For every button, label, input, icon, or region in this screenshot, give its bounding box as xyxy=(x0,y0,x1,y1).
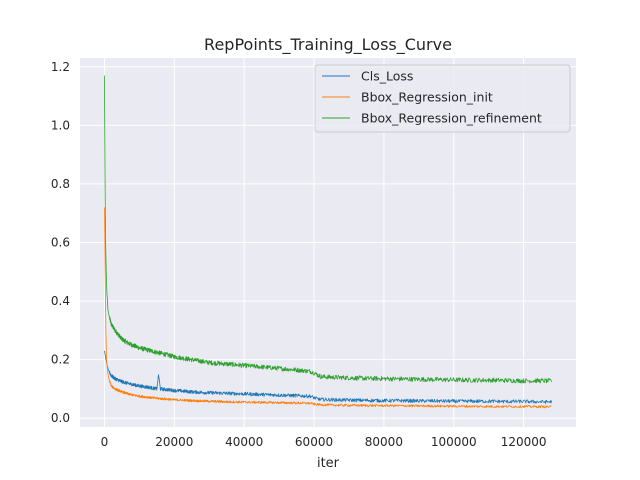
series-lines xyxy=(104,75,552,409)
legend-label: Bbox_Regression_refinement xyxy=(361,111,542,126)
legend-label: Cls_Loss xyxy=(361,69,413,84)
legend-label: Bbox_Regression_init xyxy=(361,90,493,105)
x-tick-label: 80000 xyxy=(365,435,403,449)
y-tick-labels: 0.0 0.2 0.4 0.6 0.8 1.0 1.2 xyxy=(51,60,70,425)
x-tick-label: 0 xyxy=(101,435,109,449)
y-tick-label: 0.2 xyxy=(51,353,70,367)
y-tick-label: 1.0 xyxy=(51,118,70,132)
chart-title: RepPoints_Training_Loss_Curve xyxy=(204,35,452,55)
legend-box xyxy=(314,64,571,133)
series-line-bbox-regression-init xyxy=(104,207,552,409)
series-line-cls-loss xyxy=(104,350,552,404)
y-tick-label: 0.6 xyxy=(51,236,70,250)
legend: Cls_Loss Bbox_Regression_init Bbox_Regress… xyxy=(314,64,571,133)
y-tick-label: 0.0 xyxy=(51,411,70,425)
y-tick-label: 0.4 xyxy=(51,294,70,308)
x-axis-label: iter xyxy=(317,456,340,471)
y-tick-label: 0.8 xyxy=(51,177,70,191)
x-tick-label: 100000 xyxy=(431,435,477,449)
x-tick-label: 60000 xyxy=(295,435,333,449)
x-tick-labels: 0 20000 40000 60000 80000 100000 120000 xyxy=(101,435,547,449)
y-tick-label: 1.2 xyxy=(51,60,70,74)
x-tick-label: 40000 xyxy=(225,435,263,449)
x-tick-label: 120000 xyxy=(501,435,547,449)
series-line-bbox-regression-refinement xyxy=(104,75,552,384)
x-tick-label: 20000 xyxy=(155,435,193,449)
